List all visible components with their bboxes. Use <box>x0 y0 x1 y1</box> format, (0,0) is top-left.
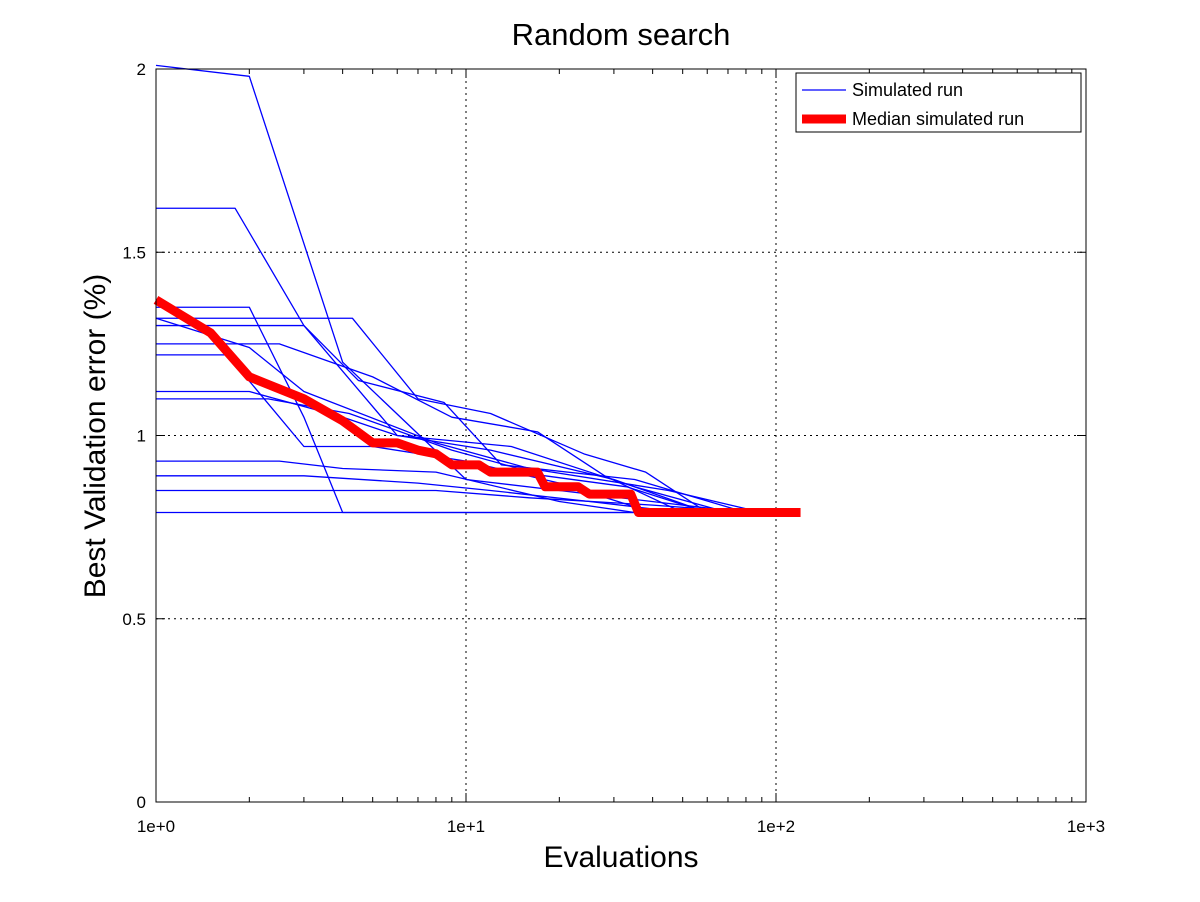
x-tick-label: 1e+1 <box>447 817 485 836</box>
simulated-run-line <box>155 317 762 514</box>
series-layer <box>153 64 801 517</box>
simulated-run-line <box>155 64 747 514</box>
median-simulated-run-line <box>153 296 801 517</box>
legend-label-median-simulated-run: Median simulated run <box>852 109 1024 129</box>
y-tick-label: 1.5 <box>122 243 146 262</box>
y-tick-label: 1 <box>137 427 146 446</box>
x-tick-label: 1e+3 <box>1067 817 1105 836</box>
simulated-run-line <box>156 317 708 514</box>
y-tick-label: 0.5 <box>122 610 146 629</box>
simulated-run-line <box>156 324 747 514</box>
legend: Simulated run Median simulated run <box>795 72 1082 133</box>
y-tick-label: 0 <box>137 793 146 812</box>
simulated-run-line <box>156 343 683 514</box>
x-axis-title: Evaluations <box>543 841 698 874</box>
grid-layer <box>156 69 1086 802</box>
x-tick-label: 1e+0 <box>137 817 175 836</box>
simulated-run-line <box>156 489 755 514</box>
x-tick-label: 1e+2 <box>757 817 795 836</box>
simulated-run-line <box>156 460 635 514</box>
simulated-run-line <box>156 390 729 514</box>
chart-title: Random search <box>512 17 731 52</box>
tick-layer: 1e+0 1e+1 1e+2 1e+3 0 0.5 1 1.5 2 <box>122 60 1105 836</box>
legend-label-simulated-run: Simulated run <box>852 80 963 100</box>
y-tick-label: 2 <box>137 60 146 79</box>
y-axis-title: Best Validation error (%) <box>79 274 112 599</box>
